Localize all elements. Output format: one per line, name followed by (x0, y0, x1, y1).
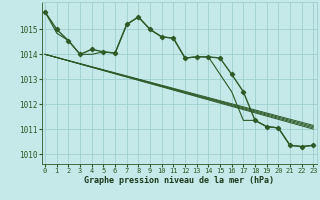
X-axis label: Graphe pression niveau de la mer (hPa): Graphe pression niveau de la mer (hPa) (84, 176, 274, 185)
